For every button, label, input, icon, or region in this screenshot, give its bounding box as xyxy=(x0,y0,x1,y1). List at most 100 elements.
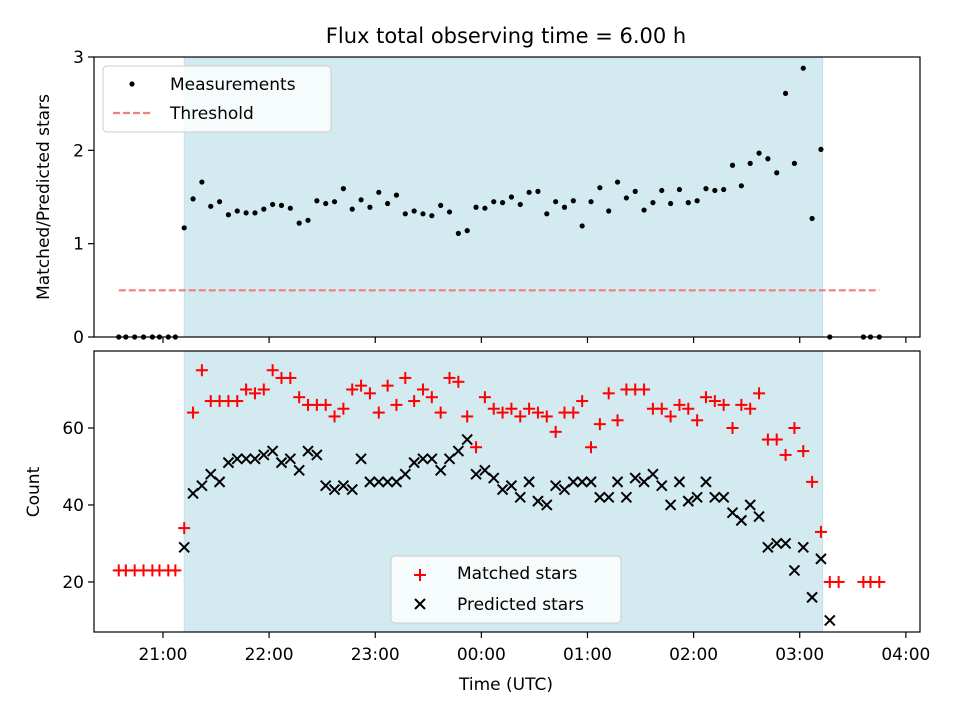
x-tick-label: 00:00 xyxy=(457,645,506,665)
predicted-star-point xyxy=(629,472,641,484)
matched-star-point xyxy=(496,406,509,419)
predicted-star-point xyxy=(549,480,562,492)
measurement-point xyxy=(402,211,408,217)
matched-star-point xyxy=(523,402,536,415)
predicted-star-point xyxy=(541,499,553,511)
matched-star-point xyxy=(319,398,332,411)
measurement-point xyxy=(367,204,373,210)
legend-threshold-label: Threshold xyxy=(169,104,254,124)
measurement-point xyxy=(190,196,196,202)
predicted-star-point xyxy=(434,464,447,477)
x-tick-label: 02:00 xyxy=(669,645,718,665)
matched-star-point xyxy=(363,387,376,400)
bottom-plot-frame xyxy=(93,350,921,633)
measurement-point xyxy=(340,186,346,192)
matched-star-point xyxy=(372,406,385,419)
top-ytick-label: 2 xyxy=(73,141,84,161)
matched-star-point xyxy=(708,395,721,408)
measurement-point xyxy=(499,200,506,206)
matched-star-point xyxy=(717,398,730,411)
predicted-star-point xyxy=(319,480,332,492)
matched-star-point xyxy=(531,406,544,419)
measurement-point xyxy=(323,200,329,207)
measurement-point xyxy=(278,202,285,208)
measurement-point xyxy=(791,160,798,166)
predicted-star-point xyxy=(381,476,394,488)
measurement-point xyxy=(818,146,824,152)
predicted-star-point xyxy=(196,480,208,492)
measurement-point xyxy=(526,189,532,195)
bottom-legend: Matched stars Predicted stars xyxy=(390,555,622,624)
matched-star-point xyxy=(408,395,421,408)
measurement-point xyxy=(632,188,638,194)
top-ytick-label: 3 xyxy=(73,48,84,68)
matched-star-point xyxy=(195,364,208,377)
predicted-star-point xyxy=(700,476,712,488)
matched-star-point xyxy=(381,379,394,392)
measurement-point xyxy=(225,212,232,218)
measurement-point xyxy=(588,199,594,205)
predicted-star-point xyxy=(673,476,686,488)
matched-star-point xyxy=(169,564,182,577)
predicted-star-point xyxy=(222,456,235,469)
predicted-star-point xyxy=(240,453,252,465)
predicted-star-point xyxy=(408,456,420,469)
measurement-point xyxy=(544,211,550,217)
predicted-star-point xyxy=(717,491,730,503)
bottom-y-axis-label: Count xyxy=(24,466,44,517)
matched-star-point xyxy=(602,387,615,400)
predicted-star-point xyxy=(258,449,270,461)
x-tick-label: 22:00 xyxy=(245,645,294,665)
predicted-star-point xyxy=(709,491,721,503)
measurement-point xyxy=(800,65,806,71)
matched-star-point xyxy=(655,402,668,415)
predicted-star-point xyxy=(514,491,526,503)
matched-star-point xyxy=(461,410,474,423)
predicted-star-point xyxy=(426,453,438,465)
matched-star-point xyxy=(478,391,491,404)
matched-star-point xyxy=(735,398,748,411)
predicted-star-point xyxy=(815,553,827,565)
predicted-star-point xyxy=(664,499,677,511)
predicted-star-point xyxy=(355,453,367,465)
predicted-star-point xyxy=(532,495,544,507)
predicted-star-point xyxy=(178,541,190,554)
matched-star-point xyxy=(664,410,677,423)
measurement-point xyxy=(623,195,629,201)
measurement-point xyxy=(597,185,603,191)
predicted-star-point xyxy=(275,456,288,469)
legend-matched-label: Matched stars xyxy=(457,564,577,584)
measurement-point xyxy=(738,183,744,189)
top-panel: 0 1 2 3 Matched/Predicted stars Measurement… xyxy=(34,48,921,348)
legend-predicted-marker xyxy=(414,598,426,610)
measurement-point xyxy=(650,200,656,206)
predicted-star-point xyxy=(417,453,429,465)
matched-star-point xyxy=(744,402,757,415)
predicted-star-point xyxy=(399,468,412,480)
matched-star-point xyxy=(753,387,766,400)
measurement-point xyxy=(747,160,753,166)
matched-star-point xyxy=(611,414,624,427)
predicted-star-point xyxy=(806,591,818,604)
predicted-star-point xyxy=(488,472,500,484)
x-tick-label: 01:00 xyxy=(563,645,612,665)
predicted-star-point xyxy=(293,464,305,477)
predicted-star-point xyxy=(373,476,385,488)
measurement-point xyxy=(614,179,621,185)
matched-star-point xyxy=(425,391,438,404)
matched-star-point xyxy=(337,402,350,415)
matched-star-point xyxy=(452,375,465,388)
matched-star-point xyxy=(390,398,403,411)
measurement-point xyxy=(376,189,382,195)
predicted-star-point xyxy=(602,491,615,503)
predicted-star-point xyxy=(496,483,509,496)
measurement-point xyxy=(208,203,214,209)
x-tick-label: 23:00 xyxy=(351,645,400,665)
predicted-star-point xyxy=(585,476,597,488)
measurement-point xyxy=(756,150,762,156)
bottom-ytick-label: 40 xyxy=(62,496,84,516)
matched-star-point xyxy=(638,383,651,396)
predicted-star-point xyxy=(461,433,473,446)
measurement-point xyxy=(553,199,559,205)
